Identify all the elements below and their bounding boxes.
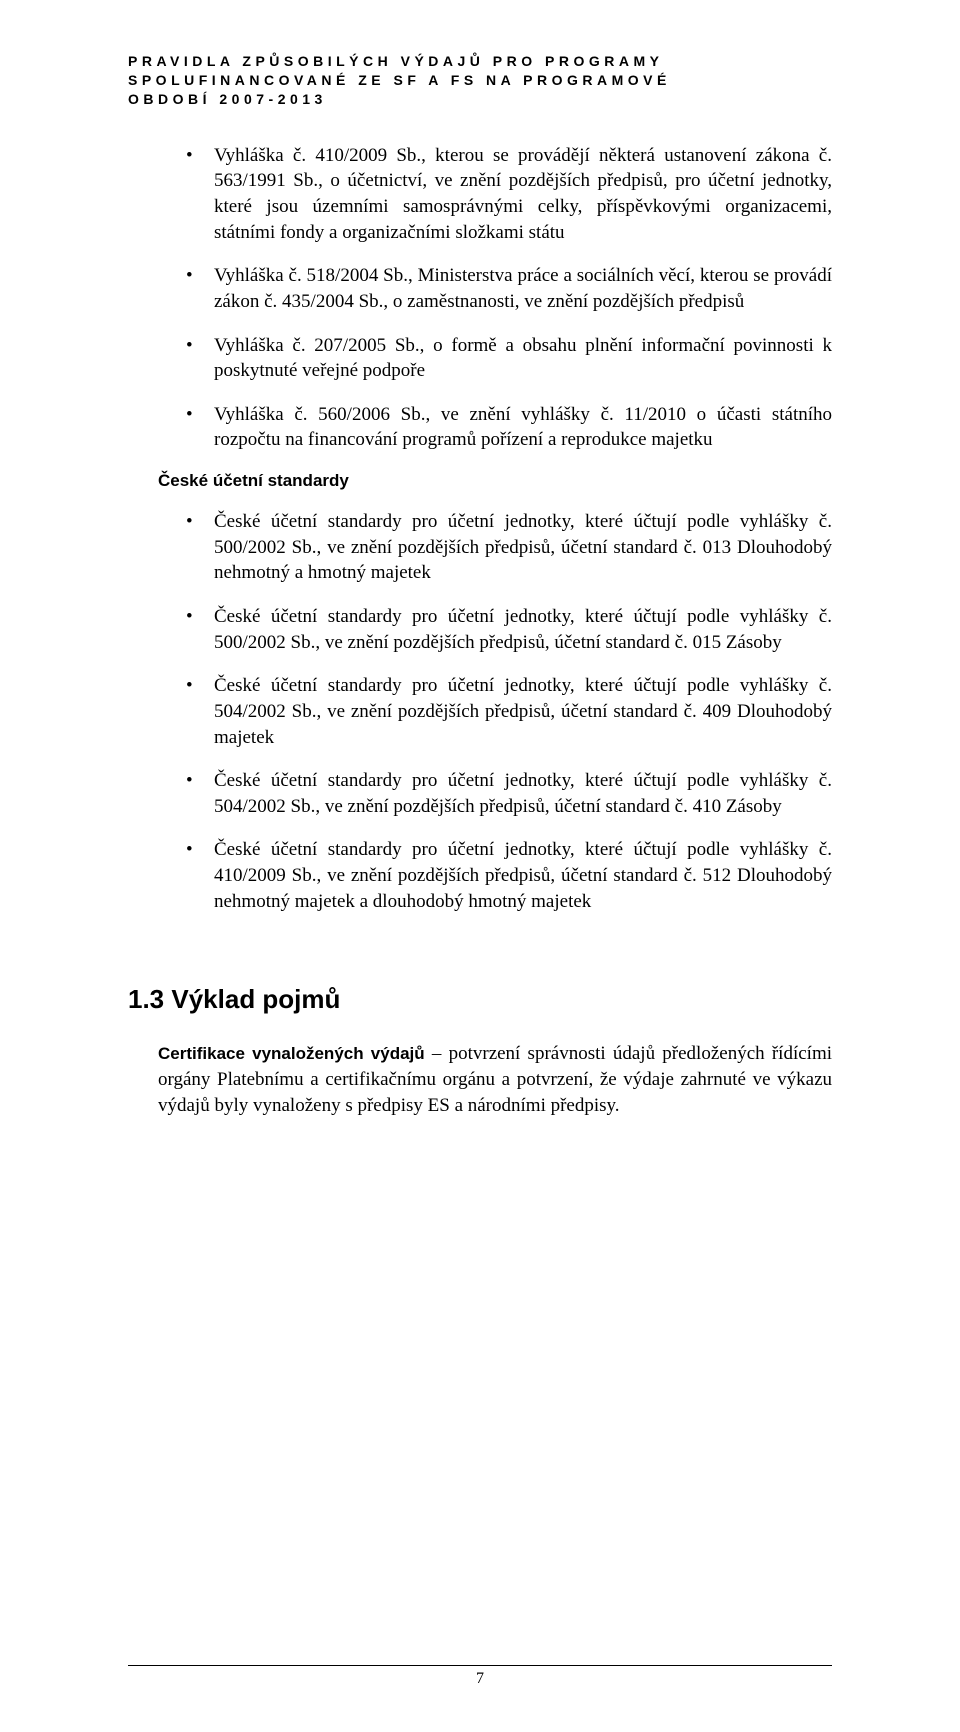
list-item: Vyhláška č. 518/2004 Sb., Ministerstva p…	[186, 263, 832, 314]
running-header: PRAVIDLA ZPŮSOBILÝCH VÝDAJŮ PRO PROGRAMY…	[128, 52, 832, 109]
header-line-2: SPOLUFINANCOVANÉ ZE SF A FS NA PROGRAMOV…	[128, 71, 832, 90]
page-number: 7	[476, 1670, 484, 1687]
bullet-list-bottom: České účetní standardy pro účetní jednot…	[128, 509, 832, 914]
list-item: České účetní standardy pro účetní jednot…	[186, 509, 832, 586]
section-heading: 1.3 Výklad pojmů	[128, 984, 832, 1015]
bullet-list-top: Vyhláška č. 410/2009 Sb., kterou se prov…	[128, 143, 832, 453]
subheading: České účetní standardy	[158, 471, 832, 491]
list-item: České účetní standardy pro účetní jednot…	[186, 673, 832, 750]
list-item: Vyhláška č. 207/2005 Sb., o formě a obsa…	[186, 333, 832, 384]
list-item: České účetní standardy pro účetní jednot…	[186, 768, 832, 819]
list-item: České účetní standardy pro účetní jednot…	[186, 604, 832, 655]
list-item: České účetní standardy pro účetní jednot…	[186, 837, 832, 914]
definition-paragraph: Certifikace vynaložených výdajů – potvrz…	[158, 1041, 832, 1118]
header-line-3: OBDOBÍ 2007-2013	[128, 90, 832, 109]
header-line-1: PRAVIDLA ZPŮSOBILÝCH VÝDAJŮ PRO PROGRAMY	[128, 52, 832, 71]
definition-term: Certifikace vynaložených výdajů	[158, 1044, 425, 1063]
page-container: PRAVIDLA ZPŮSOBILÝCH VÝDAJŮ PRO PROGRAMY…	[0, 0, 960, 1732]
list-item: Vyhláška č. 560/2006 Sb., ve znění vyhlá…	[186, 402, 832, 453]
footer-divider	[128, 1665, 832, 1666]
list-item: Vyhláška č. 410/2009 Sb., kterou se prov…	[186, 143, 832, 246]
page-footer: 7	[128, 1665, 832, 1688]
